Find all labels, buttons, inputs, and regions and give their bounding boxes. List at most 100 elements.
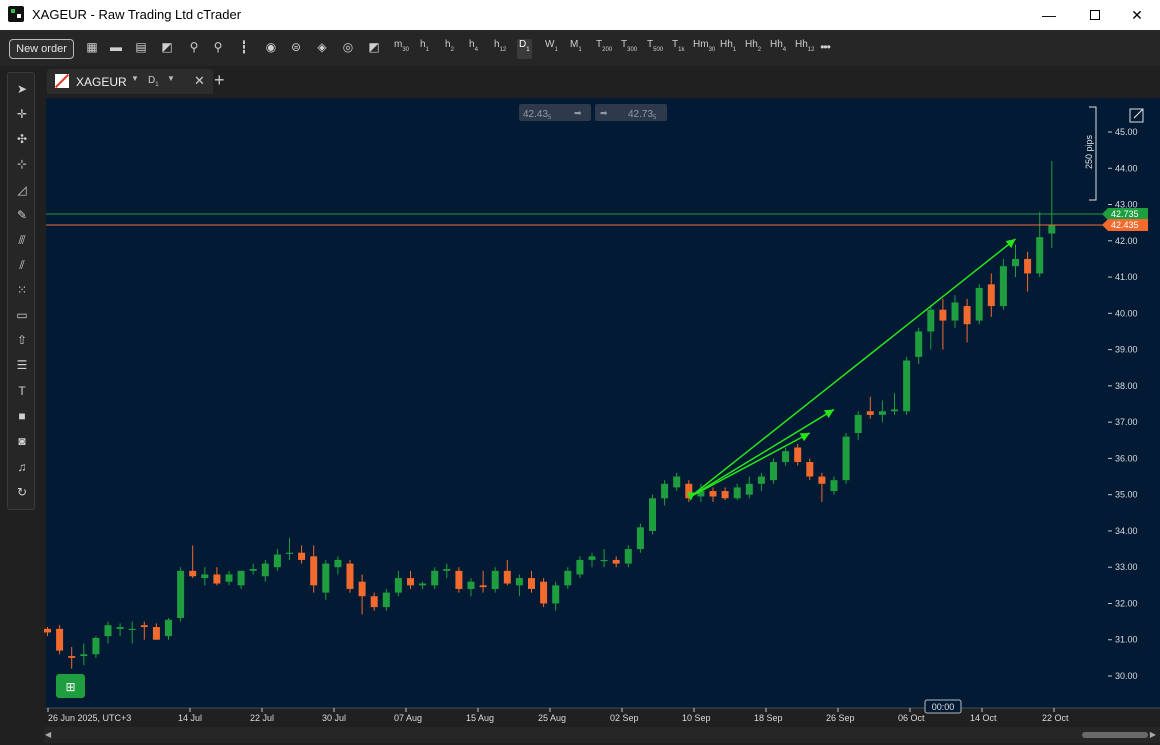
quick-trade-button[interactable]: ⊞ bbox=[56, 674, 85, 698]
timeframe-button[interactable]: h2 bbox=[443, 39, 456, 59]
minimize-button[interactable]: — bbox=[1026, 0, 1072, 30]
candle bbox=[951, 295, 959, 328]
candle bbox=[636, 523, 644, 553]
countdown-box: 00:00 bbox=[924, 699, 962, 714]
x-tick-label: 06 Oct bbox=[898, 713, 925, 723]
timeframe-button[interactable]: T300 bbox=[619, 39, 639, 59]
timeframe-button[interactable]: h4 bbox=[467, 39, 480, 59]
chart-edit-corner-icon[interactable] bbox=[1129, 108, 1144, 123]
ruler-icon[interactable]: ◿ bbox=[17, 183, 27, 197]
candle bbox=[92, 636, 100, 658]
timeframe-button[interactable]: m30 bbox=[392, 39, 411, 59]
cursor-icon[interactable]: ➤ bbox=[16, 82, 28, 96]
zoom-out-icon[interactable]: ⚲ bbox=[213, 40, 223, 54]
candle bbox=[552, 581, 560, 611]
x-tick-label: 18 Sep bbox=[754, 713, 783, 723]
timeframe-button[interactable]: h12 bbox=[492, 39, 508, 59]
zoom-in-icon[interactable]: ⚲ bbox=[189, 40, 199, 54]
close-tab-icon[interactable]: ✕ bbox=[194, 73, 205, 88]
tab-timeframe-label[interactable]: D1 bbox=[148, 75, 159, 88]
timeframe-dropdown-icon[interactable]: ▼ bbox=[167, 74, 175, 83]
levels-icon[interactable]: ☰ bbox=[16, 358, 28, 372]
scroll-left-icon[interactable]: ◀ bbox=[45, 730, 52, 739]
chart-area[interactable]: 30.00 31.00 32.00 33.00 34.00 35.00 36.00 37.00… bbox=[44, 94, 1160, 745]
chart-edit-icon[interactable]: ◩ bbox=[368, 40, 380, 54]
timeframe-button[interactable]: M1 bbox=[568, 39, 584, 59]
tab-xageur[interactable]: XAGEUR ▼ D1 ▼ ✕ bbox=[47, 69, 213, 94]
candle bbox=[673, 472, 681, 492]
arrow-shape-icon[interactable]: ⇧ bbox=[16, 333, 28, 347]
rectangle-icon[interactable]: ▭ bbox=[16, 308, 28, 322]
camera-icon[interactable]: ◙ bbox=[18, 434, 26, 448]
timeframe-main-label: Hm bbox=[693, 39, 709, 50]
chart-tabs: XAGEUR ▼ D1 ▼ ✕ + bbox=[44, 69, 1160, 94]
scrollbar-thumb[interactable] bbox=[1082, 732, 1148, 738]
new-order-button[interactable]: New order bbox=[9, 39, 74, 59]
candle bbox=[685, 480, 693, 502]
candle bbox=[757, 472, 765, 492]
candle bbox=[770, 458, 777, 484]
timeframe-button[interactable]: W1 bbox=[543, 39, 560, 59]
close-icon: ✕ bbox=[1131, 6, 1143, 23]
candle bbox=[201, 567, 209, 586]
symbol-dropdown-icon[interactable]: ▼ bbox=[131, 74, 139, 83]
timeframe-sub-label: 12 bbox=[499, 47, 507, 53]
candle bbox=[104, 621, 112, 644]
crosshair-icon[interactable]: ✛ bbox=[16, 107, 28, 121]
layout-grid-icon[interactable]: ▦ bbox=[86, 40, 98, 54]
candle bbox=[600, 549, 608, 568]
quick-trade-icon: ⊞ bbox=[65, 680, 75, 694]
bid-quote-box[interactable]: 42.435 ➡ bbox=[519, 104, 591, 121]
text-icon[interactable]: T bbox=[18, 384, 26, 398]
timeframe-button[interactable]: Hm30 bbox=[691, 39, 717, 59]
maximize-button[interactable] bbox=[1072, 0, 1118, 30]
crosshair-dots-icon[interactable]: ✣ bbox=[16, 132, 28, 146]
price-axis-background bbox=[1108, 98, 1160, 708]
chart-settings-icon[interactable]: ◩ bbox=[161, 40, 173, 54]
price-chart[interactable]: 30.00 31.00 32.00 33.00 34.00 35.00 36.00 37.00… bbox=[44, 94, 1160, 727]
candle bbox=[479, 570, 487, 593]
candle bbox=[261, 559, 269, 582]
scroll-right-icon[interactable]: ▶ bbox=[1149, 730, 1156, 739]
single-chart-icon[interactable]: ▬ bbox=[110, 40, 122, 54]
timeframe-main-label: Hh bbox=[795, 39, 808, 50]
drawn-arrows[interactable] bbox=[686, 238, 1016, 501]
candle bbox=[503, 559, 511, 586]
color-icon[interactable]: ■ bbox=[18, 409, 26, 423]
indicators-icon[interactable]: ◉ bbox=[265, 40, 277, 54]
chart-type-icon[interactable]: ┇ bbox=[240, 40, 248, 54]
replay-icon[interactable]: ↻ bbox=[16, 485, 28, 499]
candle bbox=[612, 556, 620, 568]
visibility-icon[interactable]: ◎ bbox=[342, 40, 354, 54]
timeframe-sub-label: 300 bbox=[627, 47, 638, 53]
pattern-icon[interactable]: ⁙ bbox=[16, 283, 28, 297]
bots-icon[interactable]: ⊜ bbox=[290, 40, 302, 54]
candle bbox=[443, 563, 451, 579]
timeframe-button[interactable]: Hh1 bbox=[718, 39, 738, 59]
crosshair-line-icon[interactable]: ⊹ bbox=[16, 157, 28, 171]
ask-quote-box[interactable]: ➡ 42.735 bbox=[595, 104, 667, 121]
timeframe-button[interactable]: D1 bbox=[517, 39, 532, 59]
fibonacci-icon[interactable]: ⫻ bbox=[18, 233, 26, 247]
timeframe-button[interactable]: Hh2 bbox=[743, 39, 763, 59]
pen-icon[interactable]: ✎ bbox=[16, 208, 28, 222]
y-tick-label: 32.00 bbox=[1115, 598, 1138, 608]
alert-bell-icon[interactable]: ♫ bbox=[17, 460, 27, 474]
trend-tool-icon[interactable]: ⫽ bbox=[19, 258, 25, 272]
close-window-button[interactable]: ✕ bbox=[1114, 0, 1160, 30]
pip-measure[interactable]: 250 pips bbox=[1084, 106, 1097, 201]
more-icon[interactable]: ••• bbox=[820, 40, 831, 54]
timeframe-button[interactable]: h1 bbox=[418, 39, 431, 59]
timeframe-button[interactable]: Hh4 bbox=[768, 39, 788, 59]
timeframe-button[interactable]: T500 bbox=[645, 39, 665, 59]
layers-icon[interactable]: ◈ bbox=[317, 40, 327, 54]
timeframe-button[interactable]: T1k bbox=[670, 39, 686, 59]
horizontal-scrollbar[interactable]: ◀ ▶ bbox=[44, 727, 1160, 743]
timeframe-button[interactable]: Hh12 bbox=[793, 39, 816, 59]
add-tab-icon[interactable]: + bbox=[214, 70, 225, 90]
candle bbox=[152, 623, 160, 640]
timeframe-main-label: Hh bbox=[770, 39, 783, 50]
multi-chart-icon[interactable]: ▤ bbox=[135, 40, 147, 54]
timeframe-button[interactable]: T200 bbox=[594, 39, 614, 59]
trend-arrow[interactable] bbox=[686, 408, 835, 501]
